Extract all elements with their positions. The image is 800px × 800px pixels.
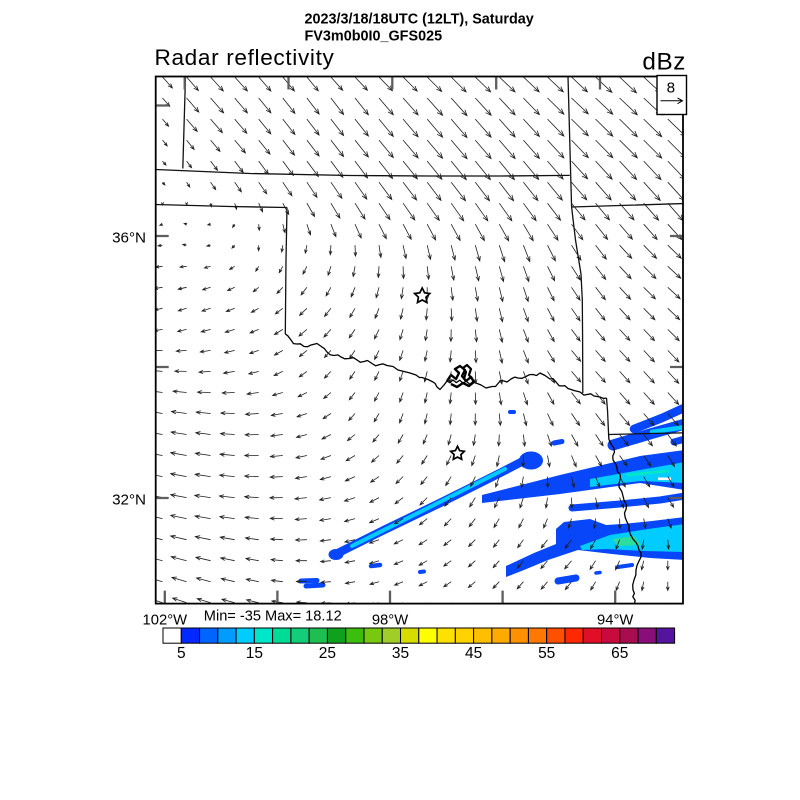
svg-text:98°W: 98°W <box>372 612 408 628</box>
svg-text:8: 8 <box>667 79 675 96</box>
svg-text:5: 5 <box>177 645 186 662</box>
svg-text:32°N: 32°N <box>112 491 146 508</box>
svg-text:35: 35 <box>392 645 409 662</box>
svg-text:94°W: 94°W <box>597 612 633 628</box>
svg-text:dBz: dBz <box>642 49 686 76</box>
svg-text:55: 55 <box>538 645 555 662</box>
svg-text:36°N: 36°N <box>112 229 146 246</box>
svg-text:102°W: 102°W <box>143 612 188 628</box>
svg-text:45: 45 <box>465 645 482 662</box>
svg-text:FV3m0b0I0_GFS025: FV3m0b0I0_GFS025 <box>305 28 443 44</box>
svg-text:65: 65 <box>611 645 628 662</box>
svg-text:Min= -35 Max= 18.12: Min= -35 Max= 18.12 <box>204 608 342 624</box>
svg-text:Radar reflectivity: Radar reflectivity <box>155 45 335 70</box>
svg-text:2023/3/18/18UTC (12LT), Saturd: 2023/3/18/18UTC (12LT), Saturday <box>305 11 534 27</box>
svg-text:15: 15 <box>246 645 263 662</box>
svg-text:25: 25 <box>319 645 336 662</box>
